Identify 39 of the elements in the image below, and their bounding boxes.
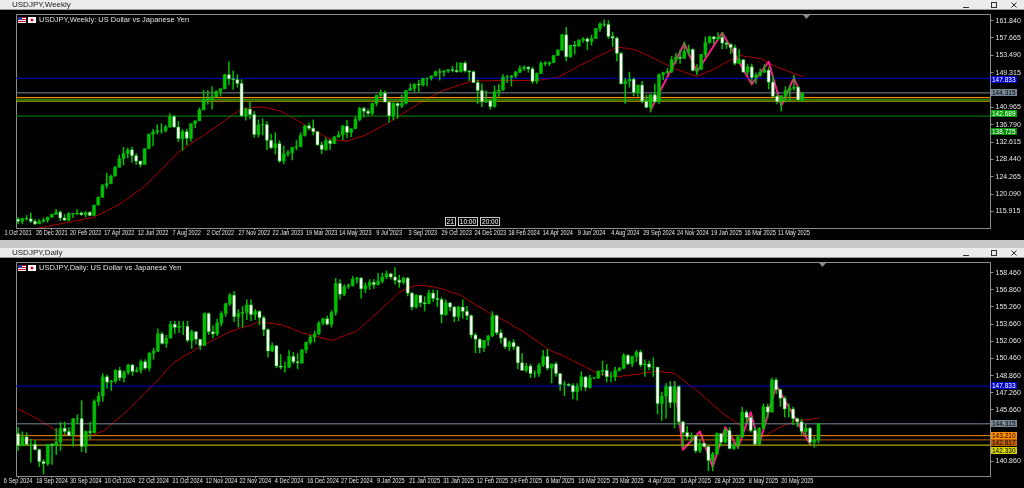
candlestick bbox=[484, 89, 488, 104]
candlestick bbox=[490, 310, 495, 338]
candlestick bbox=[391, 101, 396, 122]
candlestick bbox=[249, 298, 253, 322]
chart-title: USDJPY,Daily bbox=[12, 248, 63, 257]
candlestick bbox=[425, 77, 429, 88]
candlestick bbox=[274, 344, 279, 369]
candlestick bbox=[609, 370, 613, 383]
candlestick bbox=[177, 320, 181, 334]
candlestick bbox=[227, 60, 231, 86]
candlestick bbox=[393, 266, 397, 286]
candlestick bbox=[727, 426, 732, 450]
candlestick bbox=[706, 445, 711, 472]
candlestick bbox=[71, 417, 75, 448]
candlestick bbox=[121, 146, 126, 166]
candlestick bbox=[678, 48, 682, 65]
candlestick bbox=[716, 31, 720, 42]
candlestick bbox=[58, 421, 63, 452]
candlestick bbox=[189, 328, 194, 350]
candlestick bbox=[176, 120, 181, 143]
candlestick bbox=[631, 76, 636, 98]
candlestick bbox=[50, 442, 54, 466]
chart-title: USDJPY,Weekly bbox=[12, 0, 71, 9]
candlestick bbox=[180, 128, 185, 152]
candlestick bbox=[545, 348, 550, 372]
candlestick bbox=[733, 44, 737, 67]
candlestick bbox=[672, 380, 677, 430]
candlestick bbox=[232, 290, 236, 323]
candlestick bbox=[147, 351, 152, 373]
candlestick bbox=[265, 120, 269, 151]
candlestick bbox=[376, 271, 380, 287]
candlestick bbox=[281, 144, 286, 165]
candlestick bbox=[210, 85, 214, 111]
candlestick bbox=[151, 128, 155, 147]
candlestick bbox=[480, 82, 484, 108]
candlestick bbox=[189, 122, 193, 143]
candlestick bbox=[664, 382, 668, 420]
candlestick bbox=[640, 80, 644, 105]
candlestick bbox=[791, 406, 795, 426]
